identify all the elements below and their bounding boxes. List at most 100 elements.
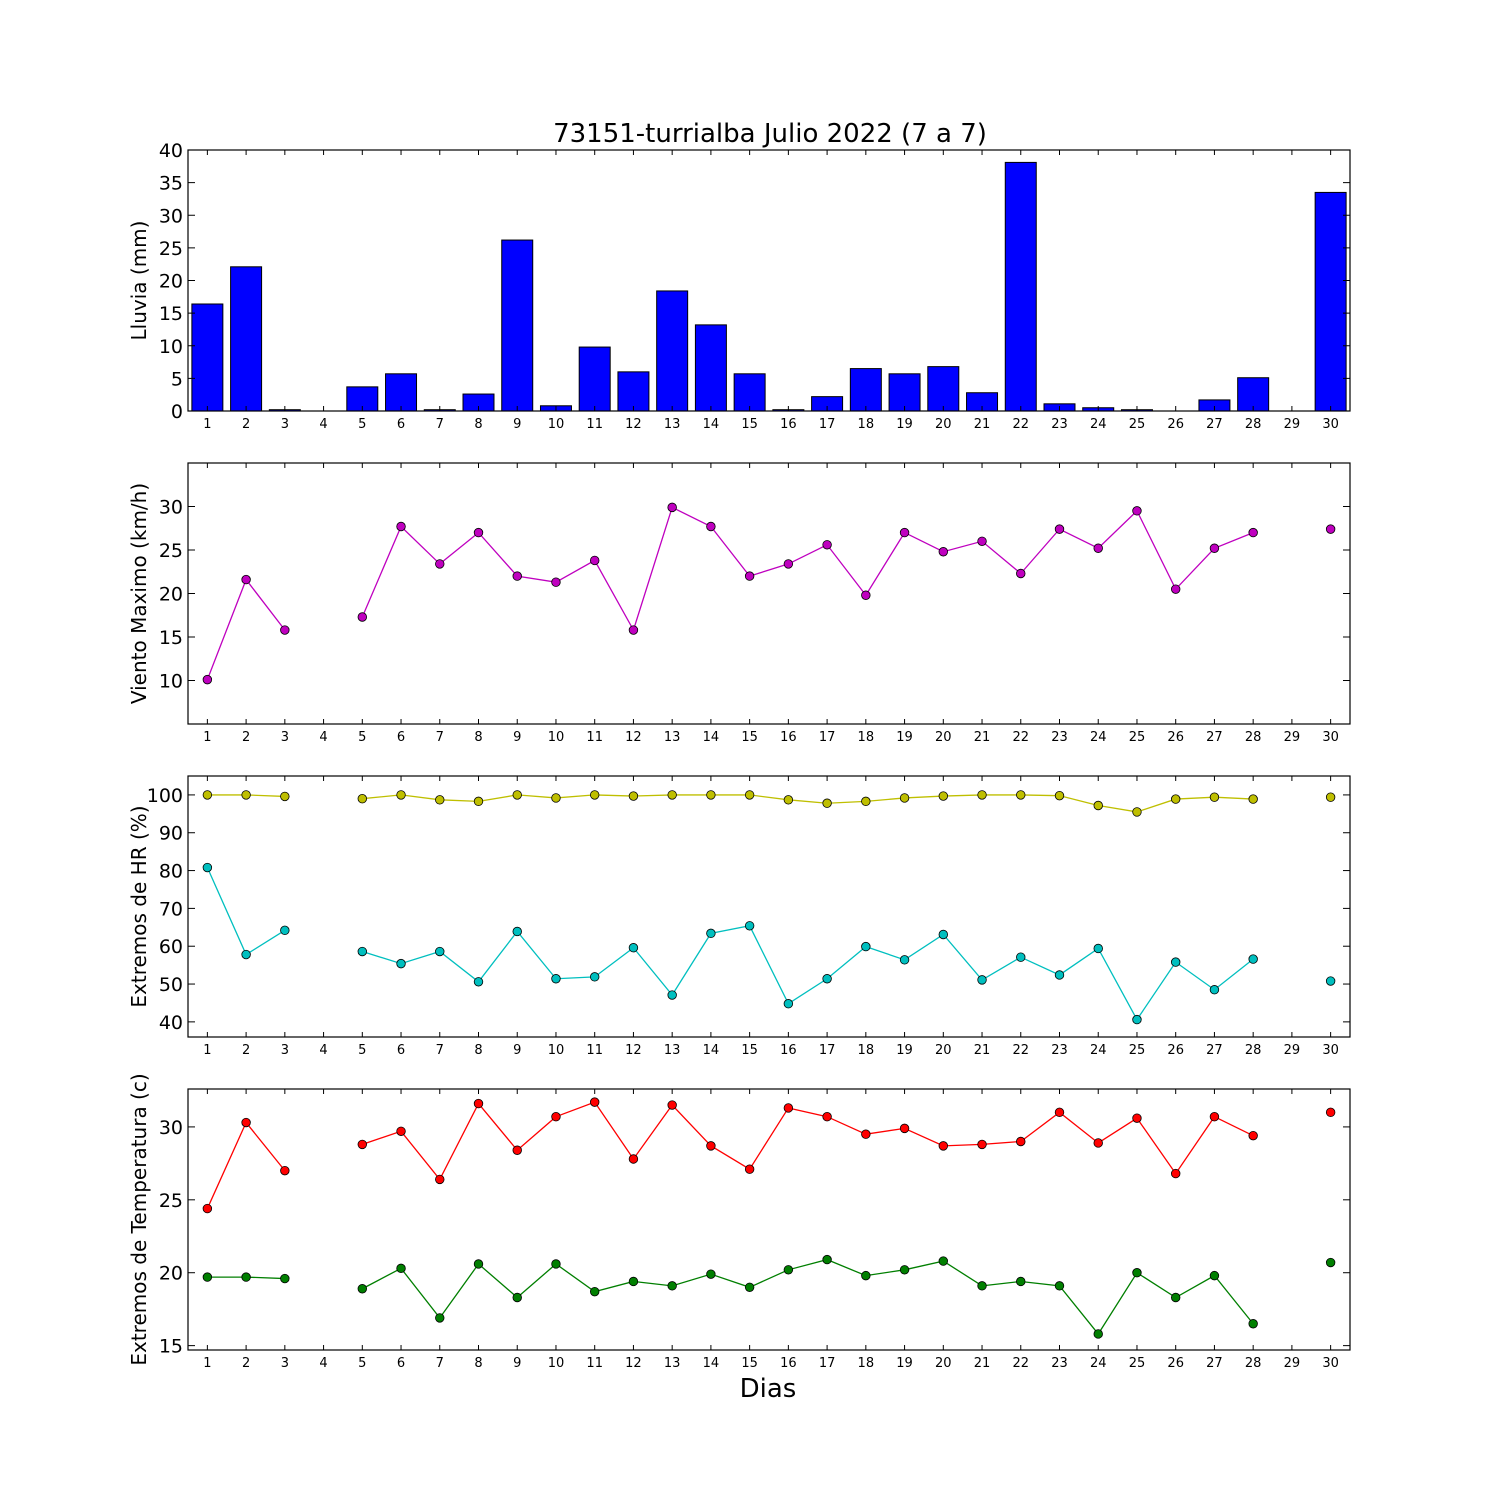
humidity-point xyxy=(938,791,949,801)
rain-xtick-label: 7 xyxy=(436,417,444,432)
temperature-point xyxy=(822,1254,832,1265)
humidity-point xyxy=(783,999,794,1009)
temperature-ytick-label: 20 xyxy=(159,1263,183,1285)
temperature-ylabel: Extremos de Temperatura (c) xyxy=(127,1073,151,1365)
temperature-point xyxy=(1209,1270,1220,1281)
temperature-xtick-label: 19 xyxy=(896,1356,913,1371)
wind-point xyxy=(667,502,677,513)
rain-xtick-label: 15 xyxy=(741,417,758,432)
humidity-ytick-label: 80 xyxy=(159,861,183,883)
rain-ytick-label: 30 xyxy=(159,205,183,227)
humidity-point xyxy=(899,955,910,965)
temperature-point xyxy=(590,1097,600,1107)
humidity-point xyxy=(744,921,755,931)
humidity-xtick-label: 25 xyxy=(1129,1043,1146,1058)
rain-xtick-label: 19 xyxy=(896,417,913,432)
humidity-point xyxy=(1248,794,1258,804)
temperature-xtick-label: 16 xyxy=(780,1356,797,1371)
temperature-series-line xyxy=(361,1258,1254,1336)
rain-xtick-label: 8 xyxy=(474,417,482,432)
wind-xtick-label: 5 xyxy=(358,730,366,745)
humidity-point xyxy=(783,795,794,805)
humidity-point xyxy=(899,793,910,803)
panels: 1 2 3 4 5 6 7 8 9 10 11 12 13 14 15 16 17 18 19 20 21 22 23 24 2… xyxy=(127,140,1351,1371)
rain-panel: 1 2 3 4 5 6 7 8 9 10 11 12 13 14 15 16 17 18 19 20 21 22 23 24 2… xyxy=(127,140,1351,432)
wind-ylabel: Viento Maximo (km/h) xyxy=(127,483,151,704)
wind-xtick-label: 27 xyxy=(1206,730,1223,745)
rain-bar xyxy=(346,386,379,412)
humidity-xtick-label: 16 xyxy=(780,1043,797,1058)
rain-xtick-label: 11 xyxy=(586,417,603,432)
rain-xtick-label: 16 xyxy=(780,417,797,432)
rain-xtick-label: 24 xyxy=(1090,417,1107,432)
rain-xtick-label: 6 xyxy=(397,417,405,432)
wind-point xyxy=(202,674,213,685)
humidity-point xyxy=(280,925,290,936)
rain-bar xyxy=(849,368,882,412)
temperature-xtick-label: 28 xyxy=(1245,1356,1262,1371)
humidity-xtick-label: 26 xyxy=(1167,1043,1184,1058)
wind-xtick-label: 6 xyxy=(397,730,405,745)
humidity-ytick-label: 100 xyxy=(147,785,183,807)
wind-point xyxy=(280,625,290,635)
wind-xtick-label: 30 xyxy=(1322,730,1339,745)
humidity-point xyxy=(822,798,832,808)
temperature-xtick-label: 15 xyxy=(741,1356,758,1371)
rain-bar xyxy=(617,371,650,412)
humidity-point xyxy=(473,977,484,987)
wind-xtick-label: 12 xyxy=(625,730,642,745)
temperature-xtick-label: 24 xyxy=(1090,1356,1107,1371)
temperature-point xyxy=(1054,1281,1065,1291)
humidity-xtick-label: 27 xyxy=(1206,1043,1223,1058)
rain-bar xyxy=(1314,191,1347,412)
temperature-point xyxy=(1132,1113,1142,1123)
temperature-point xyxy=(861,1270,871,1281)
rain-xtick-label: 3 xyxy=(281,417,289,432)
rain-xtick-label: 13 xyxy=(664,417,681,432)
wind-xtick-label: 4 xyxy=(319,730,327,745)
temperature-xtick-label: 5 xyxy=(358,1356,366,1371)
humidity-series-line xyxy=(362,794,1254,813)
humidity-xtick-label: 14 xyxy=(703,1043,720,1058)
humidity-point xyxy=(1054,790,1065,801)
wind-point xyxy=(512,571,522,581)
rain-ylabel: Lluvia (mm) xyxy=(127,221,151,341)
wind-xtick-label: 28 xyxy=(1245,730,1262,745)
temperature-point xyxy=(1093,1329,1103,1339)
wind-xtick-label: 29 xyxy=(1284,730,1301,745)
rain-ytick-label: 35 xyxy=(159,173,183,195)
rain-ytick-label: 0 xyxy=(171,401,183,423)
rain-xtick-label: 22 xyxy=(1012,417,1029,432)
humidity-point xyxy=(202,862,213,873)
temperature-point xyxy=(241,1272,251,1282)
wind-point xyxy=(357,612,368,622)
temperature-point xyxy=(512,1145,522,1155)
wind-point xyxy=(1209,543,1220,553)
humidity-point xyxy=(706,790,716,800)
rain-xtick-label: 25 xyxy=(1129,417,1146,432)
temperature-point xyxy=(551,1112,561,1122)
rain-xtick-label: 12 xyxy=(625,417,642,432)
wind-ytick-label: 25 xyxy=(159,540,183,562)
wind-ytick-label: 10 xyxy=(159,671,183,693)
temperature-point xyxy=(1016,1276,1026,1287)
temperature-point xyxy=(1132,1268,1142,1278)
wind-xtick-label: 22 xyxy=(1012,730,1029,745)
humidity-xtick-label: 28 xyxy=(1245,1043,1262,1058)
humidity-point xyxy=(822,974,832,984)
temperature-point xyxy=(396,1126,406,1136)
humidity-xtick-label: 21 xyxy=(974,1043,991,1058)
wind-xtick-label: 1 xyxy=(203,730,211,745)
temperature-xtick-label: 27 xyxy=(1206,1356,1223,1371)
rain-xtick-label: 17 xyxy=(819,417,836,432)
temperature-point xyxy=(783,1103,794,1113)
wind-xtick-label: 19 xyxy=(896,730,913,745)
humidity-xtick-label: 19 xyxy=(896,1043,913,1058)
humidity-point xyxy=(1170,957,1181,967)
wind-point xyxy=(435,559,445,569)
humidity-point xyxy=(202,790,213,800)
wind-point xyxy=(861,590,871,600)
temperature-point xyxy=(1170,1292,1181,1303)
rain-ytick-label: 40 xyxy=(159,140,183,162)
